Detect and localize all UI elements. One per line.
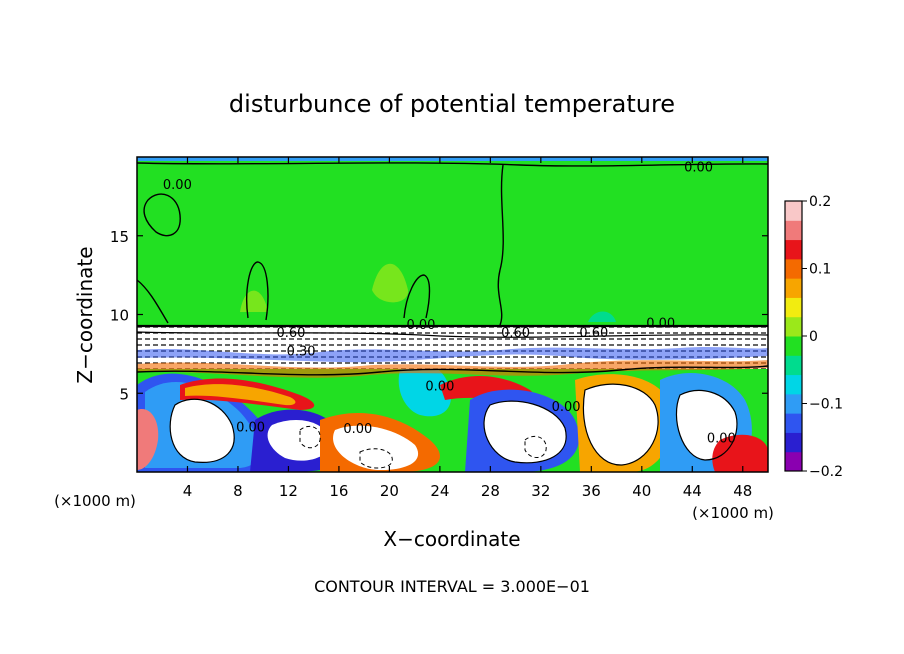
cell-white-2 xyxy=(267,420,331,461)
cell-cyan-2 xyxy=(398,362,451,417)
contour-layer-low xyxy=(137,365,768,376)
x-tick-label: 4 xyxy=(183,482,193,500)
y-tick-label: 5 xyxy=(119,385,129,403)
contour-dashed-2 xyxy=(524,435,547,458)
y-tick-label: 15 xyxy=(110,228,129,246)
x-unit-label-right: (×1000 m) xyxy=(692,504,774,522)
colorbar-swatch xyxy=(785,239,802,260)
y-tick-label: 10 xyxy=(110,307,129,325)
upper-blob-3 xyxy=(588,311,616,322)
colorbar-swatch xyxy=(785,278,802,298)
contour-upper-loop-2 xyxy=(403,274,431,319)
contour-label: 0.00 xyxy=(552,400,581,415)
x-tick-label: 20 xyxy=(380,482,399,500)
colorbar-swatch xyxy=(785,355,802,376)
x-tick-label: 28 xyxy=(481,482,500,500)
x-tick-label: 8 xyxy=(233,482,243,500)
contour-label: 0.00 xyxy=(707,431,736,446)
chart-title: disturbunce of potential temperature xyxy=(229,90,675,118)
colorbar-swatch xyxy=(785,201,802,221)
colorbar-swatch xyxy=(785,413,802,433)
contour-label: 0.60 xyxy=(579,326,608,341)
shear-blue-streak xyxy=(137,347,768,363)
contour-top-line xyxy=(137,162,768,167)
colorbar-swatch xyxy=(785,336,802,356)
colorbar-swatch xyxy=(785,258,802,279)
contour-cell-4 xyxy=(483,400,567,464)
colorbar-swatch xyxy=(785,316,802,337)
contour-labels: 0.00 0.00 0.00 0.60 0.00 0.60 0.60 0.30 0.00 0.00… xyxy=(163,160,736,446)
colorbar-swatch xyxy=(785,374,802,395)
colorbar-tick-label: 0.2 xyxy=(809,194,831,210)
contour-label: 0.60 xyxy=(501,326,530,341)
upper-blob-1 xyxy=(372,263,409,303)
top-band xyxy=(137,157,768,161)
contour-label: 0.00 xyxy=(236,420,265,435)
cell-white-5 xyxy=(583,384,659,466)
y-axis-title: Z−coordinate xyxy=(73,246,97,383)
cell-white-1 xyxy=(170,399,235,463)
contour-label: 0.60 xyxy=(276,326,305,341)
y-axis: 5 10 15 xyxy=(110,228,768,403)
contour-label: 0.00 xyxy=(425,379,454,394)
colorbar-tick-label: 0.1 xyxy=(809,262,831,278)
colorbar-swatch xyxy=(785,451,802,472)
cell-orange-1 xyxy=(185,384,296,406)
x-tick-label: 16 xyxy=(329,482,348,500)
colorbar-swatch xyxy=(785,393,802,414)
colorbar xyxy=(785,201,802,472)
contour-label: 0.00 xyxy=(343,422,372,437)
x-unit-label: (×1000 m) xyxy=(54,492,136,510)
x-tick-label: 48 xyxy=(733,482,752,500)
contour-dashed-1 xyxy=(299,425,321,449)
upper-zero-region xyxy=(137,157,768,327)
colorbar-tick-label: −0.1 xyxy=(809,397,843,413)
contour-label: 0.00 xyxy=(406,318,435,333)
x-tick-label: 32 xyxy=(531,482,550,500)
contour-upper-loop-1 xyxy=(246,261,269,321)
contour-layer-mid xyxy=(137,331,768,338)
contour-label: 0.30 xyxy=(287,345,316,360)
colorbar-ticks: 0.2 0.1 0 −0.1 −0.2 xyxy=(802,194,843,480)
shear-red-streak xyxy=(137,360,768,378)
contour-label: 0.00 xyxy=(684,160,713,175)
contour-upper-left-edge xyxy=(137,279,169,324)
contour-label: 0.00 xyxy=(646,316,675,331)
contour-label: 0.00 xyxy=(163,178,192,193)
contour-interval-footer: CONTOUR INTERVAL = 3.000E−01 xyxy=(314,577,590,596)
cell-white-4 xyxy=(484,401,567,463)
x-tick-label: 12 xyxy=(279,482,298,500)
cell-white-3 xyxy=(333,425,419,470)
x-tick-label: 40 xyxy=(632,482,651,500)
colorbar-swatch xyxy=(785,432,802,453)
cell-red-5 xyxy=(712,434,768,472)
contour-upper-vertical xyxy=(497,164,504,326)
potential-temperature-field xyxy=(137,157,768,472)
colorbar-tick-label: 0 xyxy=(809,329,818,345)
x-tick-label: 44 xyxy=(683,482,702,500)
x-axis: 4 8 12 16 20 24 28 32 36 40 44 48 xyxy=(183,157,752,500)
colorbar-tick-label: −0.2 xyxy=(809,464,843,480)
contour-cell-5 xyxy=(582,383,659,466)
contour-cell-1 xyxy=(169,398,235,463)
x-axis-title: X−coordinate xyxy=(383,527,520,551)
cell-red-6 xyxy=(137,409,159,470)
contour-upper-left xyxy=(143,193,181,237)
colorbar-swatch xyxy=(785,220,802,241)
contour-cell-6 xyxy=(675,389,738,461)
colorbar-frame xyxy=(784,200,803,472)
x-tick-label: 24 xyxy=(430,482,449,500)
colorbar-swatch xyxy=(785,297,802,318)
x-tick-label: 36 xyxy=(582,482,601,500)
contour-dashed-3 xyxy=(359,448,393,469)
